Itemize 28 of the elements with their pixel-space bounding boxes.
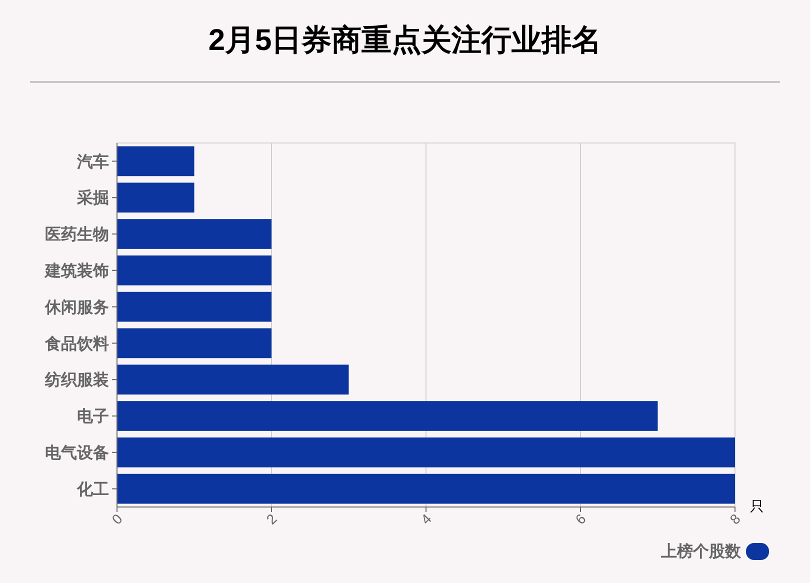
bar: [117, 474, 735, 504]
y-tick-label: 休闲服务: [44, 298, 109, 316]
y-tick-label: 纺织服装: [44, 371, 109, 390]
bar: [117, 255, 272, 286]
y-tick-label: 采掘: [76, 189, 109, 208]
y-tick-label: 化工: [76, 480, 109, 498]
legend-label: 上榜个股数: [660, 542, 742, 561]
bar: [117, 292, 272, 322]
y-tick-label: 汽车: [76, 152, 109, 171]
x-tick-label: 2: [263, 510, 280, 528]
x-tick-label: 8: [726, 510, 744, 528]
chart-title: 2月5日券商重点关注行业排名: [208, 23, 602, 57]
bar: [117, 437, 735, 468]
bar: [117, 328, 272, 358]
x-tick-label: 4: [418, 510, 434, 528]
bar: [117, 146, 194, 176]
y-tick-label: 电气设备: [45, 444, 109, 462]
bar: [117, 182, 194, 213]
bar: [117, 401, 658, 431]
x-axis-title: 只: [750, 498, 764, 514]
bar: [117, 364, 349, 395]
y-tick-label: 建筑装饰: [43, 262, 109, 280]
x-tick-label: 6: [572, 510, 589, 528]
y-tick-label: 食品饮料: [44, 334, 109, 353]
bar: [117, 219, 272, 249]
x-tick-label: 0: [108, 510, 126, 528]
y-tick-label: 医药生物: [45, 226, 109, 244]
y-tick-label: 电子: [77, 408, 109, 426]
